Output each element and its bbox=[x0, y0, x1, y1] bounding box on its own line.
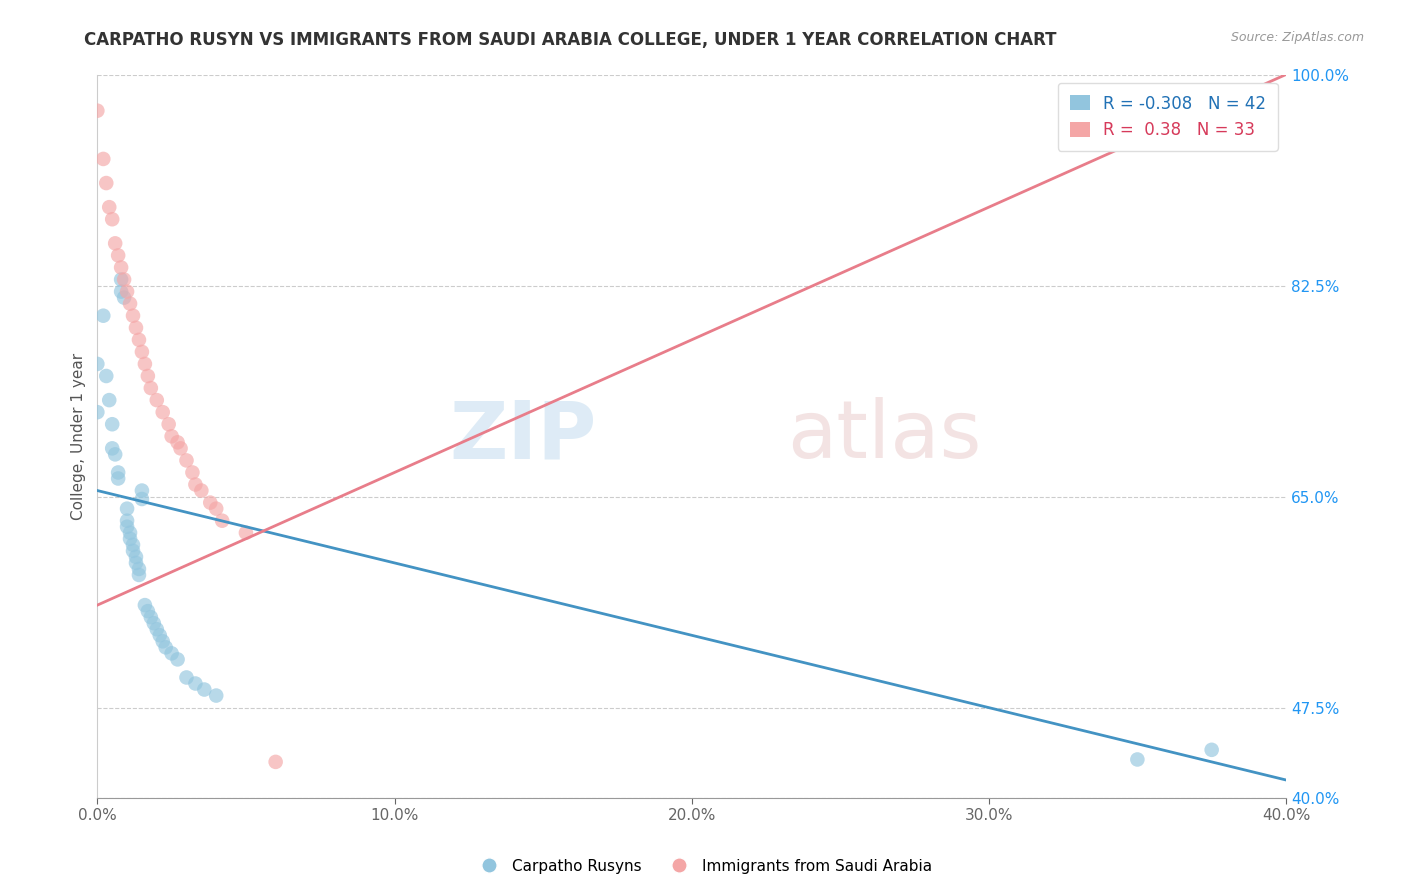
Point bbox=[1201, 743, 1223, 757]
Point bbox=[193, 682, 215, 697]
Point bbox=[101, 212, 124, 227]
Point bbox=[166, 435, 188, 450]
Point bbox=[118, 296, 141, 310]
Point bbox=[122, 544, 145, 558]
Y-axis label: College, Under 1 year: College, Under 1 year bbox=[72, 352, 86, 520]
Point bbox=[104, 447, 127, 461]
Point bbox=[96, 176, 118, 190]
Point bbox=[107, 466, 129, 480]
Point bbox=[91, 152, 114, 166]
Point bbox=[118, 532, 141, 546]
Point bbox=[139, 610, 162, 624]
Point bbox=[176, 670, 198, 684]
Legend: R = -0.308   N = 42, R =  0.38   N = 33: R = -0.308 N = 42, R = 0.38 N = 33 bbox=[1057, 83, 1278, 151]
Point bbox=[125, 549, 148, 564]
Point bbox=[146, 393, 169, 408]
Point bbox=[205, 689, 228, 703]
Point bbox=[166, 652, 188, 666]
Point bbox=[115, 514, 138, 528]
Point bbox=[110, 285, 132, 299]
Point bbox=[160, 646, 183, 660]
Point bbox=[122, 309, 145, 323]
Point bbox=[131, 483, 153, 498]
Point bbox=[146, 622, 169, 636]
Text: Source: ZipAtlas.com: Source: ZipAtlas.com bbox=[1230, 31, 1364, 45]
Point bbox=[128, 333, 150, 347]
Point bbox=[136, 369, 159, 384]
Point bbox=[211, 514, 233, 528]
Point bbox=[142, 616, 165, 631]
Point bbox=[157, 417, 180, 432]
Point bbox=[200, 495, 222, 509]
Point bbox=[98, 393, 121, 408]
Point bbox=[152, 634, 174, 648]
Point bbox=[115, 285, 138, 299]
Point bbox=[264, 755, 287, 769]
Point bbox=[128, 568, 150, 582]
Point bbox=[104, 236, 127, 251]
Point bbox=[107, 471, 129, 485]
Point bbox=[122, 538, 145, 552]
Point bbox=[155, 640, 177, 655]
Point bbox=[205, 501, 228, 516]
Point bbox=[110, 272, 132, 286]
Point bbox=[128, 562, 150, 576]
Legend: Carpatho Rusyns, Immigrants from Saudi Arabia: Carpatho Rusyns, Immigrants from Saudi A… bbox=[467, 853, 939, 880]
Point bbox=[134, 357, 156, 371]
Point bbox=[86, 405, 108, 419]
Point bbox=[152, 405, 174, 419]
Point bbox=[149, 628, 172, 642]
Point bbox=[136, 604, 159, 618]
Point bbox=[101, 417, 124, 432]
Point bbox=[131, 344, 153, 359]
Point bbox=[125, 556, 148, 570]
Point bbox=[160, 429, 183, 443]
Point bbox=[107, 248, 129, 262]
Point bbox=[115, 520, 138, 534]
Point bbox=[1126, 752, 1149, 766]
Text: atlas: atlas bbox=[787, 397, 981, 475]
Point bbox=[86, 103, 108, 118]
Point bbox=[176, 453, 198, 467]
Point bbox=[110, 260, 132, 275]
Point bbox=[101, 442, 124, 456]
Point bbox=[181, 466, 204, 480]
Text: ZIP: ZIP bbox=[450, 397, 596, 475]
Point bbox=[235, 525, 257, 540]
Point bbox=[98, 200, 121, 214]
Point bbox=[190, 483, 212, 498]
Point bbox=[118, 525, 141, 540]
Point bbox=[115, 501, 138, 516]
Point bbox=[184, 477, 207, 491]
Point bbox=[91, 309, 114, 323]
Point bbox=[86, 357, 108, 371]
Point bbox=[184, 676, 207, 690]
Point bbox=[139, 381, 162, 395]
Point bbox=[112, 291, 135, 305]
Point bbox=[125, 320, 148, 334]
Point bbox=[134, 598, 156, 612]
Point bbox=[112, 272, 135, 286]
Point bbox=[169, 442, 191, 456]
Text: CARPATHO RUSYN VS IMMIGRANTS FROM SAUDI ARABIA COLLEGE, UNDER 1 YEAR CORRELATION: CARPATHO RUSYN VS IMMIGRANTS FROM SAUDI … bbox=[84, 31, 1057, 49]
Point bbox=[96, 369, 118, 384]
Point bbox=[131, 491, 153, 506]
